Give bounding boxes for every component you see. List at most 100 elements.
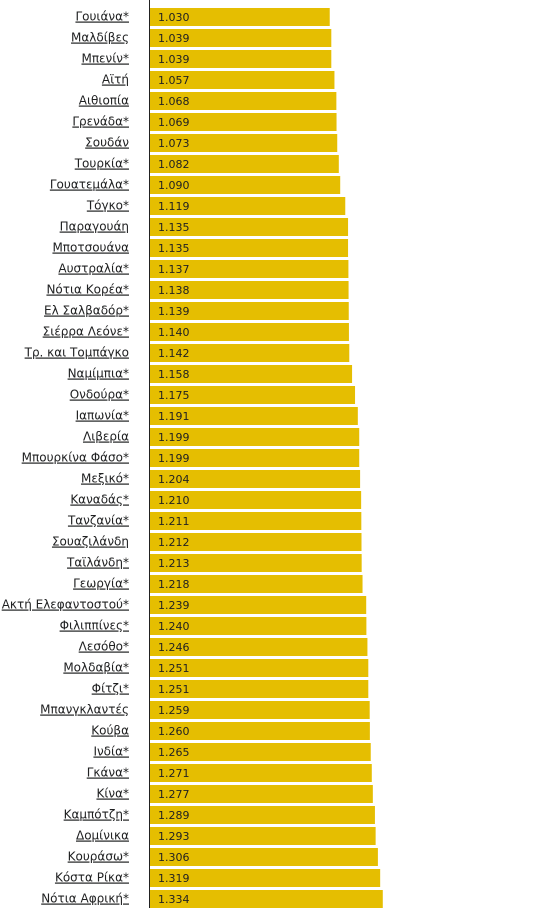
value-label: 1.204: [158, 473, 190, 486]
bar: [150, 827, 376, 845]
category-link[interactable]: Γουατεμάλα*: [50, 178, 129, 192]
category-link[interactable]: Μπανγκλαντές: [40, 703, 129, 717]
category-link[interactable]: Σουαζιλάνδη: [52, 535, 129, 549]
category-link[interactable]: Μαλδίβες: [71, 31, 129, 45]
category-link[interactable]: Αυστραλία*: [58, 262, 129, 276]
category-link[interactable]: Νότια Κορέα*: [46, 283, 129, 297]
value-label: 1.199: [158, 431, 190, 444]
category-link[interactable]: Καμπότζη*: [64, 808, 129, 822]
value-label: 1.191: [158, 410, 190, 423]
value-label: 1.259: [158, 704, 190, 717]
value-label: 1.251: [158, 683, 190, 696]
category-link[interactable]: Ινδία*: [93, 745, 129, 759]
category-link[interactable]: Γουιάνα*: [75, 10, 129, 24]
value-label: 1.030: [158, 11, 190, 24]
category-link[interactable]: Μπενίν*: [81, 52, 129, 66]
value-label: 1.068: [158, 95, 190, 108]
category-link[interactable]: Ακτή Ελεφαντοστού*: [2, 598, 129, 612]
category-link[interactable]: Γρενάδα*: [72, 115, 129, 129]
category-link[interactable]: Μποτσουάνα: [52, 241, 129, 255]
category-link[interactable]: Ταϊλάνδη*: [66, 556, 129, 570]
bar: [150, 407, 358, 425]
value-label: 1.073: [158, 137, 190, 150]
value-label: 1.137: [158, 263, 190, 276]
value-label: 1.271: [158, 767, 190, 780]
bar: [150, 701, 370, 719]
category-link[interactable]: Σιέρρα Λεόνε*: [43, 325, 129, 339]
bar: [150, 659, 369, 677]
category-link[interactable]: Λεσόθο*: [79, 640, 129, 654]
category-link[interactable]: Κουράσω*: [68, 850, 129, 864]
category-link[interactable]: Γκάνα*: [87, 766, 129, 780]
category-link[interactable]: Τρ. και Τομπάγκο: [24, 346, 129, 360]
bar: [150, 29, 332, 47]
category-link[interactable]: Μεξικό*: [81, 472, 129, 486]
category-link[interactable]: Ναμίμπια*: [68, 367, 129, 381]
category-link[interactable]: Φίτζι*: [92, 682, 129, 696]
value-label: 1.289: [158, 809, 190, 822]
value-label: 1.158: [158, 368, 190, 381]
bar: [150, 848, 378, 866]
value-label: 1.082: [158, 158, 190, 171]
category-link[interactable]: Μπουρκίνα Φάσο*: [22, 451, 129, 465]
category-link[interactable]: Κούβα: [91, 724, 129, 738]
value-label: 1.306: [158, 851, 190, 864]
bar: [150, 197, 346, 215]
bar: [150, 470, 361, 488]
value-label: 1.135: [158, 221, 190, 234]
value-label: 1.319: [158, 872, 190, 885]
value-label: 1.277: [158, 788, 190, 801]
category-link[interactable]: Τουρκία*: [74, 157, 129, 171]
category-link[interactable]: Καναδάς*: [70, 493, 129, 507]
bar: [150, 281, 349, 299]
bar: [150, 722, 370, 740]
category-link[interactable]: Γεωργία*: [73, 577, 129, 591]
bar: [150, 533, 362, 551]
value-label: 1.265: [158, 746, 190, 759]
bar: [150, 743, 371, 761]
value-label: 1.175: [158, 389, 190, 402]
bar: [150, 785, 373, 803]
value-label: 1.057: [158, 74, 190, 87]
bar: [150, 617, 367, 635]
category-link[interactable]: Νότια Αφρική*: [41, 892, 129, 906]
category-link[interactable]: Παραγουάη: [60, 220, 129, 234]
bar: [150, 869, 381, 887]
bar: [150, 512, 362, 530]
category-link[interactable]: Αϊτή: [102, 73, 129, 87]
category-link[interactable]: Τόγκο*: [86, 199, 129, 213]
value-label: 1.239: [158, 599, 190, 612]
bar: [150, 155, 339, 173]
category-link[interactable]: Αιθιοπία: [79, 94, 129, 108]
category-link[interactable]: Λιβερία: [83, 430, 129, 444]
bar: [150, 365, 353, 383]
bar: [150, 638, 368, 656]
category-link[interactable]: Δομίνικα: [76, 829, 129, 843]
category-link[interactable]: Ελ Σαλβαδόρ*: [44, 304, 129, 318]
category-link[interactable]: Φιλιππίνες*: [60, 619, 129, 633]
category-link[interactable]: Ιαπωνία*: [76, 409, 129, 423]
category-link[interactable]: Μολδαβία*: [63, 661, 129, 675]
bar: [150, 491, 362, 509]
category-link[interactable]: Σουδάν: [85, 136, 129, 150]
bar: [150, 449, 360, 467]
value-label: 1.293: [158, 830, 190, 843]
value-label: 1.260: [158, 725, 190, 738]
value-label: 1.119: [158, 200, 190, 213]
bar: [150, 428, 360, 446]
value-label: 1.135: [158, 242, 190, 255]
category-link[interactable]: Κίνα*: [96, 787, 129, 801]
value-label: 1.138: [158, 284, 190, 297]
value-label: 1.240: [158, 620, 190, 633]
category-link[interactable]: Ονδούρα*: [70, 388, 129, 402]
bar: [150, 8, 330, 26]
bar: [150, 50, 332, 68]
value-label: 1.142: [158, 347, 190, 360]
bar: [150, 302, 349, 320]
value-label: 1.140: [158, 326, 190, 339]
category-link[interactable]: Κόστα Ρίκα*: [55, 871, 129, 885]
bar: [150, 890, 383, 908]
category-link[interactable]: Τανζανία*: [67, 514, 129, 528]
value-label: 1.246: [158, 641, 190, 654]
